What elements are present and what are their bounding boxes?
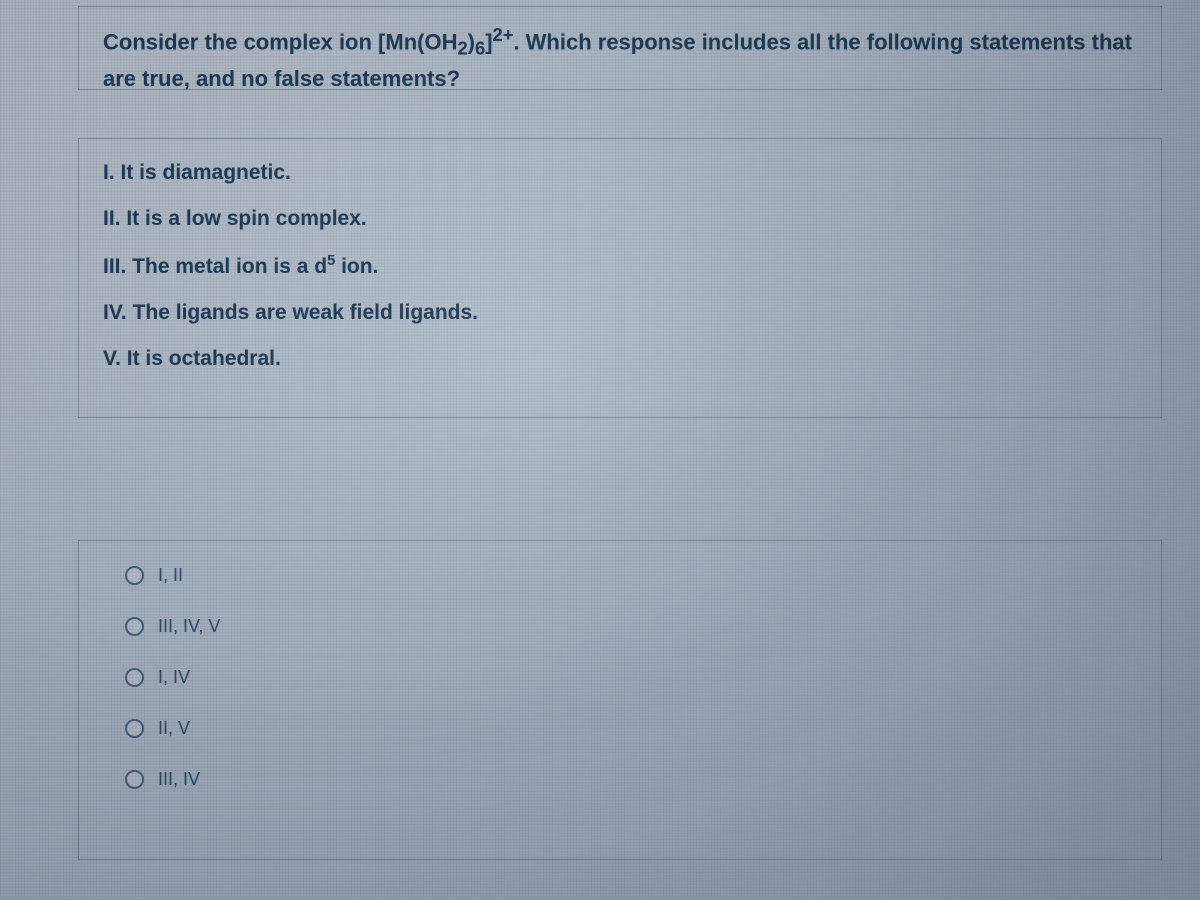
statement-3: III. The metal ion is a d5 ion.	[103, 253, 1137, 279]
option-5[interactable]: III, IV	[125, 769, 1137, 790]
statement-3-sup: 5	[327, 253, 335, 269]
radio-icon	[125, 719, 144, 738]
question-part: , and no false statements?	[184, 66, 460, 91]
question-text: Consider the complex ion [Mn(OH2)6]2+. W…	[103, 21, 1143, 95]
subscript-6: 6	[475, 38, 485, 59]
subscript-2: 2	[457, 38, 467, 59]
statements-list: I. It is diamagnetic. II. It is a low sp…	[103, 161, 1137, 371]
statement-2: II. It is a low spin complex.	[103, 207, 1137, 231]
statement-3-pre: III. The metal ion is a d	[103, 255, 327, 278]
option-4[interactable]: II, V	[125, 718, 1137, 739]
question-box: Consider the complex ion [Mn(OH2)6]2+. W…	[78, 6, 1162, 90]
option-2-label: III, IV, V	[158, 616, 220, 637]
option-2[interactable]: III, IV, V	[125, 616, 1137, 637]
superscript-2plus: 2+	[493, 24, 514, 45]
option-1-label: I, II	[158, 565, 183, 586]
statement-3-post: ion.	[335, 255, 378, 278]
statement-1: I. It is diamagnetic.	[103, 161, 1137, 185]
question-bold-true: true	[142, 66, 184, 91]
option-3[interactable]: I, IV	[125, 667, 1137, 688]
option-1[interactable]: I, II	[125, 565, 1137, 586]
quiz-screenshot: Consider the complex ion [Mn(OH2)6]2+. W…	[0, 0, 1200, 900]
option-4-label: II, V	[158, 718, 190, 739]
radio-icon	[125, 770, 144, 789]
answer-options-box: I, II III, IV, V I, IV II, V III, IV	[78, 540, 1162, 860]
question-part: Consider the complex ion [Mn(OH	[103, 29, 457, 54]
option-5-label: III, IV	[158, 769, 200, 790]
radio-icon	[125, 566, 144, 585]
option-3-label: I, IV	[158, 667, 190, 688]
answer-options-list: I, II III, IV, V I, IV II, V III, IV	[125, 565, 1137, 790]
question-part: )	[468, 29, 475, 54]
statements-box: I. It is diamagnetic. II. It is a low sp…	[78, 138, 1162, 418]
question-part: ]	[485, 29, 492, 54]
statement-5: V. It is octahedral.	[103, 347, 1137, 371]
radio-icon	[125, 668, 144, 687]
statement-4: IV. The ligands are weak field ligands.	[103, 301, 1137, 325]
radio-icon	[125, 617, 144, 636]
